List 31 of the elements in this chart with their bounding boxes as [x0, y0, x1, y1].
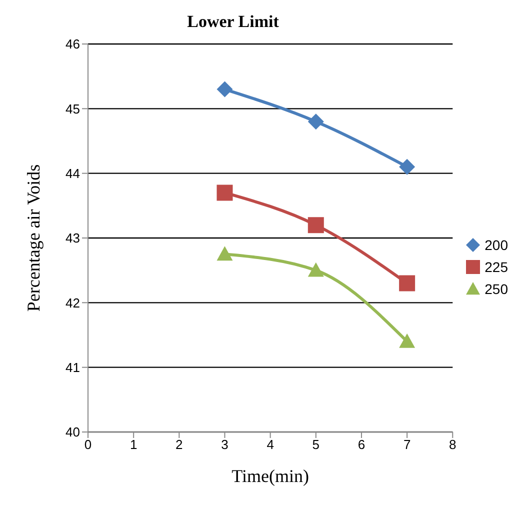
legend-label: 225 — [484, 259, 508, 275]
y-tick-label: 41 — [66, 360, 80, 375]
point — [216, 81, 233, 98]
x-tick-label: 3 — [221, 437, 228, 452]
y-tick-label: 42 — [66, 295, 80, 310]
legend-label: 200 — [484, 237, 508, 253]
point — [308, 262, 324, 277]
y-tick-label: 44 — [66, 166, 80, 181]
y-axis-title: Percentage air Voids — [23, 164, 44, 312]
y-tick-label: 40 — [66, 424, 80, 440]
point — [399, 275, 416, 292]
x-tick-label: 8 — [449, 437, 456, 452]
legend-label: 250 — [484, 281, 508, 297]
y-tick-label: 45 — [66, 101, 80, 116]
x-tick-label: 4 — [266, 437, 274, 452]
x-tick-label: 5 — [312, 437, 320, 452]
x-tick-label: 6 — [358, 437, 366, 452]
point — [308, 217, 324, 234]
point — [216, 184, 233, 201]
point — [399, 333, 416, 348]
point — [308, 114, 324, 130]
x-tick-label: 2 — [176, 437, 183, 452]
point — [399, 158, 416, 175]
point — [216, 246, 233, 261]
x-tick-label: 0 — [84, 437, 92, 452]
x-axis-title: Time(min) — [232, 466, 309, 486]
x-tick-label: 7 — [403, 437, 411, 452]
x-tick-label: 1 — [130, 437, 138, 452]
chart-title: Lower Limit — [186, 11, 280, 32]
y-tick-label: 43 — [66, 230, 80, 246]
y-tick-label: 46 — [66, 36, 80, 52]
